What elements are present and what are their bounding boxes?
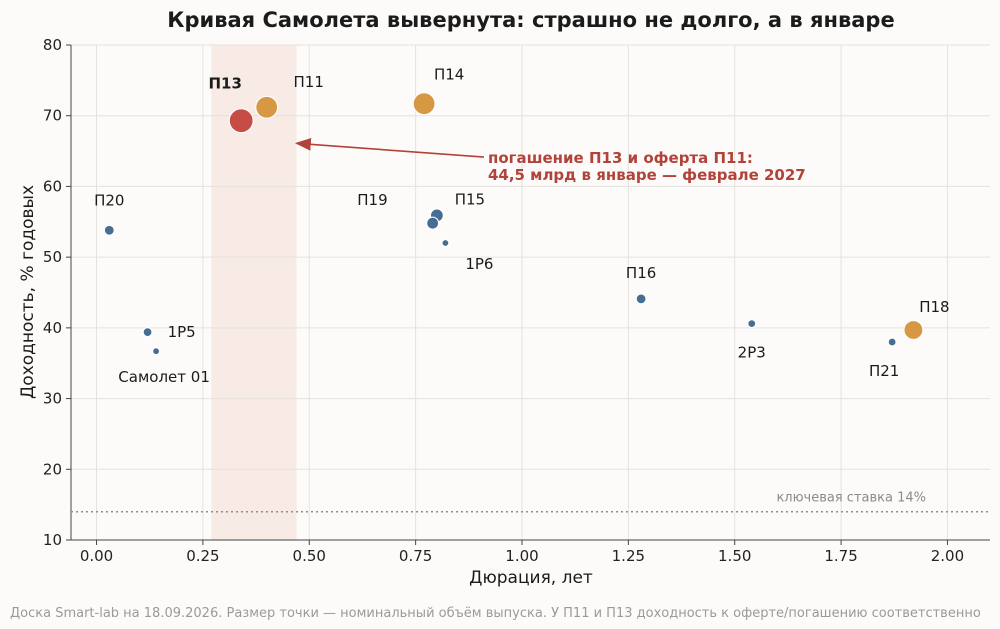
- highlight-band: [211, 45, 297, 540]
- data-point: [255, 95, 279, 119]
- x-tick-label: 1.75: [824, 547, 857, 565]
- x-tick-label: 1.25: [612, 547, 645, 565]
- x-tick-label: 0.00: [80, 547, 113, 565]
- y-tick-label: 40: [43, 319, 62, 337]
- key-rate-label: ключевая ставка 14%: [776, 491, 926, 506]
- data-point-label: П13: [208, 75, 241, 93]
- annotation-text: 44,5 млрд в январе — феврале 2027: [488, 166, 806, 184]
- data-point-label: 2Р3: [738, 344, 766, 362]
- data-point: [103, 224, 115, 236]
- data-point-label: 1Р6: [465, 255, 493, 273]
- y-tick-label: 60: [43, 177, 62, 195]
- data-point-label: П11: [294, 73, 324, 91]
- y-tick-label: 30: [43, 390, 62, 408]
- data-point: [426, 216, 440, 230]
- data-point-label: П19: [357, 191, 387, 209]
- plot-area: 0.00 0.25 0.50 0.75 1.00 1.25 1.50 1.75 2.00 10 20…: [43, 36, 990, 565]
- annotation-text: погашение П13 и оферта П11:: [488, 149, 753, 167]
- data-point-label: П14: [434, 66, 464, 84]
- x-axis-label: Дюрация, лет: [469, 568, 593, 588]
- data-point-label: 1Р5: [168, 323, 196, 341]
- y-tick-label: 10: [43, 531, 62, 549]
- annotation-arrow: [294, 137, 485, 158]
- footnote: Доска Smart-lab на 18.09.2026. Размер то…: [10, 606, 981, 621]
- x-tick-label: 2.00: [931, 547, 964, 565]
- chart-title: Кривая Самолета вывернута: страшно не до…: [167, 8, 894, 32]
- data-point: [903, 319, 924, 341]
- y-tick-label: 50: [43, 248, 62, 266]
- y-tick-label: 70: [43, 107, 62, 125]
- data-point-label: П16: [626, 264, 656, 282]
- y-tick-label: 80: [43, 36, 62, 54]
- y-tick-label: 20: [43, 460, 62, 478]
- y-axis-label: Доходность, % годовых: [18, 185, 38, 399]
- data-point: [412, 92, 436, 116]
- data-point: [747, 319, 757, 329]
- x-tick-label: 0.75: [399, 547, 432, 565]
- x-tick-label: 1.50: [718, 547, 751, 565]
- data-point-label: П20: [94, 191, 124, 209]
- x-tick-label: 0.50: [293, 547, 326, 565]
- data-point: [142, 327, 153, 338]
- data-point: [887, 337, 897, 347]
- data-point-label: П18: [919, 298, 949, 316]
- data-point: [228, 108, 254, 134]
- data-point-label: П15: [455, 190, 485, 208]
- data-point-label: Самолет 01: [118, 368, 210, 386]
- data-point-label: П21: [869, 362, 899, 380]
- x-tick-label: 1.00: [505, 547, 538, 565]
- x-tick-label: 0.25: [186, 547, 219, 565]
- data-point: [151, 347, 161, 356]
- data-point: [635, 293, 647, 305]
- data-point: [441, 238, 450, 248]
